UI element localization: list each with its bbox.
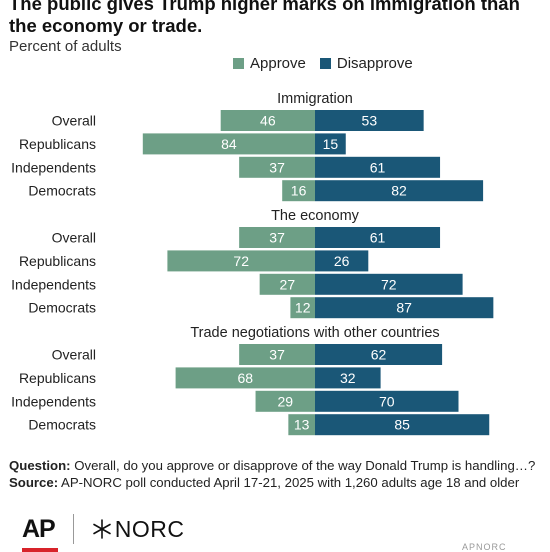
category-label: Democrats bbox=[28, 417, 96, 433]
category-label: Independents bbox=[11, 276, 96, 292]
data-label-disapprove: 61 bbox=[370, 159, 386, 175]
data-label-disapprove: 87 bbox=[396, 300, 412, 316]
bar-disapprove bbox=[315, 273, 463, 295]
bar-disapprove bbox=[315, 156, 441, 178]
credit-text: APNORC bbox=[462, 542, 507, 552]
category-label: Democrats bbox=[28, 183, 96, 199]
category-label: Republicans bbox=[19, 370, 96, 386]
data-label-approve: 29 bbox=[277, 393, 293, 409]
norc-logo: NORC bbox=[91, 516, 185, 543]
bar-approve bbox=[255, 390, 315, 412]
group-header: The economy bbox=[271, 208, 360, 224]
data-label-disapprove: 82 bbox=[391, 183, 407, 199]
logos: AP NORC bbox=[22, 514, 185, 552]
data-label-approve: 68 bbox=[238, 370, 254, 386]
bar-approve bbox=[288, 414, 315, 436]
bar-approve bbox=[142, 133, 315, 155]
bar-approve bbox=[239, 156, 315, 178]
bar-disapprove bbox=[315, 367, 381, 389]
bar-approve bbox=[282, 180, 315, 202]
bar-disapprove bbox=[315, 344, 443, 365]
source-text: AP-NORC poll conducted April 17-21, 2025… bbox=[61, 474, 520, 490]
group-header: Immigration bbox=[277, 91, 353, 107]
data-label-approve: 37 bbox=[269, 347, 285, 363]
category-label: Democrats bbox=[28, 300, 96, 316]
question-label: Question: bbox=[9, 458, 71, 473]
bar-approve bbox=[239, 227, 315, 248]
logo-divider bbox=[72, 514, 74, 544]
diverging-bar-chart: Immigration Overall 46 53 Republicans 84 15 Ind… bbox=[11, 91, 494, 436]
bar-disapprove bbox=[315, 227, 441, 248]
data-label-disapprove: 15 bbox=[323, 136, 339, 152]
group-header: Trade negotiations with other countries bbox=[190, 325, 439, 341]
category-label: Independents bbox=[11, 159, 96, 175]
chart-legend: Approve Disapprove bbox=[233, 55, 427, 72]
bar-approve bbox=[259, 273, 315, 295]
data-label-disapprove: 61 bbox=[370, 230, 386, 246]
data-label-approve: 84 bbox=[221, 136, 237, 152]
category-label: Overall bbox=[52, 113, 96, 129]
data-label-approve: 16 bbox=[291, 183, 307, 199]
chart-title: The public gives Trump higher marks on i… bbox=[9, 0, 520, 36]
bar-approve bbox=[220, 110, 315, 131]
chart-subtitle: Percent of adults bbox=[9, 38, 122, 55]
norc-logo-text: NORC bbox=[114, 515, 185, 542]
bar-disapprove bbox=[315, 414, 490, 436]
legend-swatch-disapprove bbox=[319, 58, 331, 69]
category-label: Republicans bbox=[19, 136, 96, 152]
category-label: Independents bbox=[11, 393, 96, 409]
data-label-disapprove: 62 bbox=[371, 347, 387, 363]
bar-approve bbox=[290, 297, 315, 319]
data-label-approve: 46 bbox=[260, 113, 276, 129]
bar-approve bbox=[167, 250, 315, 272]
category-label: Republicans bbox=[19, 253, 96, 269]
legend-label-disapprove: Disapprove bbox=[336, 55, 413, 72]
legend-item-approve: Approve bbox=[233, 55, 306, 72]
bar-approve bbox=[239, 344, 315, 365]
bar-disapprove bbox=[315, 250, 369, 272]
category-label: Overall bbox=[52, 230, 96, 246]
source-line: Source: AP-NORC poll conducted April 17-… bbox=[9, 475, 535, 492]
data-label-approve: 12 bbox=[295, 300, 311, 316]
bar-approve bbox=[175, 367, 315, 389]
data-label-disapprove: 32 bbox=[340, 370, 356, 386]
bar-disapprove bbox=[315, 133, 346, 155]
norc-star-icon bbox=[92, 519, 111, 539]
ap-logo-text: AP bbox=[22, 514, 56, 543]
data-label-disapprove: 26 bbox=[334, 253, 350, 269]
data-label-approve: 37 bbox=[269, 159, 285, 175]
question-line: Question: Overall, do you approve or dis… bbox=[9, 458, 535, 475]
category-label: Overall bbox=[52, 347, 96, 363]
chart-footer: Question: Overall, do you approve or dis… bbox=[9, 458, 535, 491]
data-label-approve: 27 bbox=[280, 276, 296, 292]
data-label-disapprove: 72 bbox=[381, 276, 397, 292]
legend-item-disapprove: Disapprove bbox=[319, 55, 413, 72]
bar-disapprove bbox=[315, 297, 494, 319]
bar-disapprove bbox=[315, 110, 424, 131]
source-label: Source: bbox=[9, 474, 59, 490]
legend-label-approve: Approve bbox=[250, 55, 306, 72]
data-label-disapprove: 70 bbox=[379, 393, 395, 409]
data-label-approve: 37 bbox=[269, 230, 285, 246]
data-label-approve: 13 bbox=[294, 417, 310, 433]
data-label-approve: 72 bbox=[233, 253, 249, 269]
legend-swatch-approve bbox=[233, 58, 244, 69]
data-label-disapprove: 85 bbox=[394, 417, 410, 433]
ap-logo: AP bbox=[22, 514, 58, 552]
question-text: Overall, do you approve or disapprove of… bbox=[74, 458, 536, 473]
bar-disapprove bbox=[315, 390, 459, 412]
data-label-disapprove: 53 bbox=[362, 113, 378, 129]
bar-disapprove bbox=[315, 180, 484, 202]
